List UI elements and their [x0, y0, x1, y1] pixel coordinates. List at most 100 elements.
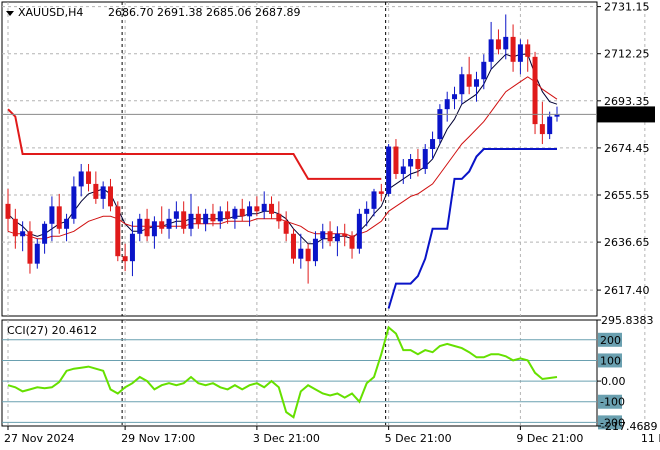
candle-body: [107, 186, 113, 207]
time-tick-label: 29 Nov 17:00: [121, 432, 195, 445]
candle-body: [539, 124, 545, 135]
candle-body: [430, 139, 436, 150]
main-plot-border: [1, 1, 598, 317]
cci-plot-border: [1, 319, 598, 427]
price-tick-label: 2617.40: [604, 284, 650, 297]
candle-body: [247, 206, 253, 217]
candle-body: [444, 99, 450, 110]
candle-body: [261, 203, 267, 212]
cci-level-tag: [598, 332, 622, 347]
time-axis: 27 Nov 2024 29 Nov 17:00 3 Dec 21:00 5 Dec …: [4, 426, 660, 445]
candle-body: [181, 211, 187, 229]
candle-body: [495, 39, 501, 50]
moving-averages: [7, 53, 558, 245]
candle-body: [422, 149, 428, 169]
lower-envelope-line: [387, 148, 557, 309]
candle-body: [210, 213, 216, 222]
candle-body: [195, 213, 201, 224]
price-tick-label: 2712.25: [604, 48, 650, 61]
price-tick-label: 2655.55: [604, 189, 650, 202]
candle-body: [42, 223, 48, 244]
candle-body: [517, 44, 523, 62]
candle-body: [151, 221, 157, 237]
candle-body: [115, 206, 121, 257]
candles: [5, 14, 560, 284]
candle-body: [78, 171, 84, 187]
candle-body: [144, 218, 150, 237]
time-tick-label: 3 Dec 21:00: [253, 432, 320, 445]
cci-level-tag: [598, 353, 622, 368]
cci-panel: 295.8383 200 100 0.00 -100 -200-217.4689: [2, 314, 657, 433]
main-chart-frame: [1, 1, 598, 427]
candle-body: [415, 159, 421, 169]
candle-body: [64, 218, 70, 229]
candle-body: [166, 218, 172, 229]
cci-tick-label: 200: [600, 334, 621, 347]
candle-body: [137, 218, 143, 234]
candle-body: [452, 94, 458, 100]
candle-body: [225, 211, 231, 219]
candle-body: [342, 233, 348, 237]
candle-body: [305, 248, 311, 262]
slow-ma-line: [7, 76, 558, 240]
candle-body: [173, 211, 179, 219]
candle-body: [554, 114, 560, 117]
cci-tick-label: 0.00: [601, 375, 626, 388]
candle-body: [488, 39, 494, 62]
candle-body: [473, 79, 479, 87]
candle-body: [100, 186, 106, 199]
candle-body: [532, 56, 538, 125]
candle-body: [56, 206, 62, 229]
candle-body: [481, 61, 487, 80]
price-tick-label: 2636.65: [604, 236, 650, 249]
current-price-tag-label: 2687.89: [603, 108, 649, 121]
candle-body: [547, 116, 553, 135]
candle-body: [349, 236, 355, 249]
candle-body: [129, 233, 135, 262]
candle-body: [510, 36, 516, 62]
cci-tick-label: 100: [600, 354, 621, 367]
candle-body: [254, 206, 260, 212]
candle-body: [320, 231, 326, 239]
candle-body: [269, 203, 275, 214]
price-tick-label: 2693.35: [604, 95, 650, 108]
candle-body: [327, 231, 333, 242]
candle-body: [312, 238, 318, 262]
candle-body: [393, 146, 399, 174]
candle-body: [466, 74, 472, 87]
chart-menu-arrow-icon[interactable]: [6, 11, 14, 16]
candle-body: [334, 233, 340, 242]
candle-body: [525, 44, 531, 57]
time-tick-label: 5 Dec 21:00: [385, 432, 452, 445]
candle-body: [49, 206, 55, 224]
grid-lines: [2, 2, 646, 426]
time-tick-label: 9 Dec 21:00: [516, 432, 583, 445]
candle-body: [371, 191, 377, 209]
ohlc-label: 2686.70 2691.38 2685.06 2687.89: [108, 6, 300, 19]
cci-label: CCI(27) 20.4612: [7, 324, 97, 337]
candle-body: [188, 213, 194, 229]
candle-body: [93, 183, 99, 199]
candle-body: [283, 221, 289, 234]
candle-body: [239, 208, 245, 217]
candle-body: [12, 218, 18, 237]
candle-body: [364, 208, 370, 214]
candle-body: [27, 231, 33, 264]
time-tick-label: 27 Nov 2024: [4, 432, 74, 445]
cci-level-tag: [598, 394, 622, 409]
cci-tick-label: -200: [600, 416, 625, 429]
candle-body: [122, 256, 128, 262]
price-tick-label: 2731.15: [604, 1, 650, 14]
time-tick-label: 11 Dec 21:00: [641, 432, 660, 445]
candle-body: [71, 186, 77, 219]
candle-body: [408, 159, 414, 167]
cci-level-tag: [598, 415, 622, 430]
current-price-tag: [597, 106, 655, 123]
candle-body: [386, 146, 392, 194]
upper-envelope-line: [7, 108, 382, 180]
candle-body: [232, 208, 238, 219]
cci-tick-label: -217.4689: [601, 420, 657, 433]
envelope-lines: [7, 108, 557, 309]
candle-body: [217, 211, 223, 222]
